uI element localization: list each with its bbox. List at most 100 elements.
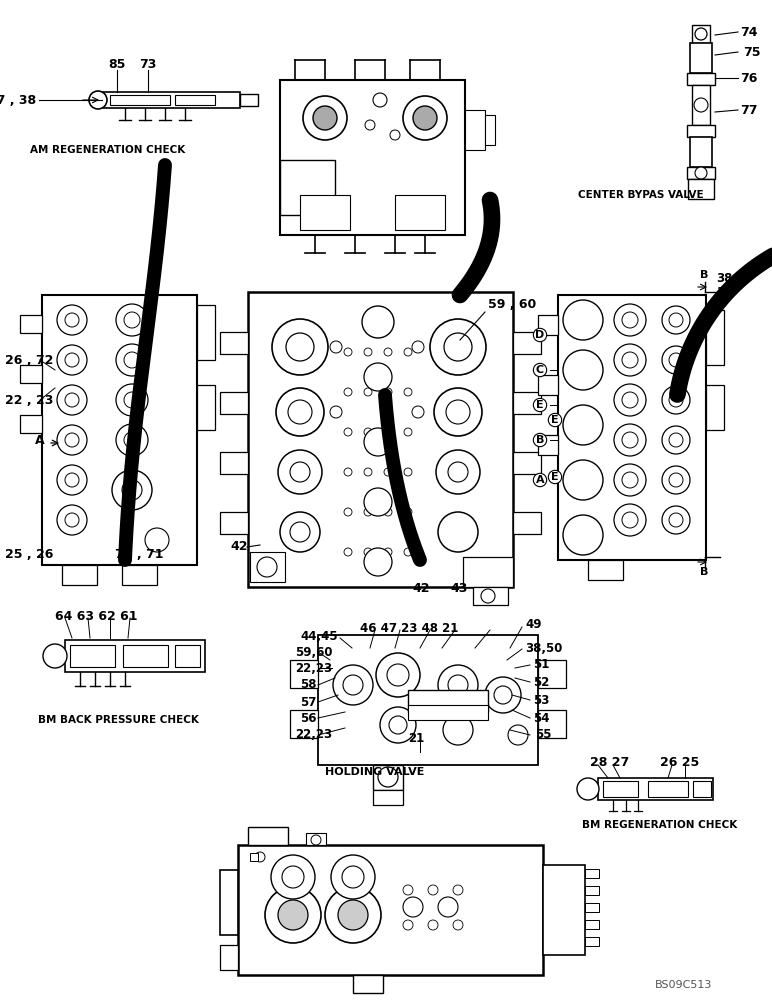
Circle shape bbox=[57, 305, 87, 335]
Bar bbox=[585, 886, 599, 895]
Bar bbox=[20, 415, 42, 433]
Circle shape bbox=[438, 512, 478, 552]
Circle shape bbox=[57, 465, 87, 495]
Circle shape bbox=[330, 341, 342, 353]
Bar bbox=[463, 557, 513, 587]
Circle shape bbox=[389, 716, 407, 734]
Text: 37 , 38: 37 , 38 bbox=[0, 94, 36, 106]
Text: 51: 51 bbox=[533, 658, 550, 672]
Circle shape bbox=[116, 424, 148, 456]
Text: BM REGENERATION CHECK: BM REGENERATION CHECK bbox=[582, 820, 737, 830]
Circle shape bbox=[614, 384, 646, 416]
Bar bbox=[248, 827, 288, 845]
Bar bbox=[70, 645, 115, 667]
Text: 38,50: 38,50 bbox=[525, 642, 562, 654]
Text: 57: 57 bbox=[300, 696, 317, 708]
Circle shape bbox=[286, 333, 314, 361]
Circle shape bbox=[662, 426, 690, 454]
Bar bbox=[585, 937, 599, 946]
Bar bbox=[290, 710, 318, 738]
Bar bbox=[693, 781, 711, 797]
Bar bbox=[300, 195, 350, 230]
Circle shape bbox=[272, 319, 328, 375]
Bar bbox=[648, 781, 688, 797]
Circle shape bbox=[448, 675, 468, 695]
Bar bbox=[692, 85, 710, 125]
Circle shape bbox=[434, 388, 482, 436]
Circle shape bbox=[404, 428, 412, 436]
Circle shape bbox=[448, 462, 468, 482]
Text: 49: 49 bbox=[525, 618, 541, 632]
Bar bbox=[197, 305, 215, 360]
Bar bbox=[692, 25, 710, 43]
Circle shape bbox=[43, 644, 67, 668]
Bar bbox=[290, 660, 318, 688]
Bar bbox=[122, 565, 157, 585]
Circle shape bbox=[694, 98, 708, 112]
Circle shape bbox=[278, 450, 322, 494]
Bar bbox=[175, 645, 200, 667]
Bar bbox=[588, 560, 623, 580]
Bar bbox=[20, 315, 42, 333]
Circle shape bbox=[403, 897, 423, 917]
Circle shape bbox=[116, 344, 148, 376]
Bar bbox=[306, 833, 326, 845]
Bar bbox=[688, 179, 714, 199]
Circle shape bbox=[290, 462, 310, 482]
Bar bbox=[706, 310, 724, 365]
Circle shape bbox=[444, 333, 472, 361]
Circle shape bbox=[413, 106, 437, 130]
Text: 46 47 23 48 21: 46 47 23 48 21 bbox=[360, 621, 459, 635]
Bar bbox=[603, 781, 638, 797]
Bar bbox=[558, 295, 706, 560]
Text: B: B bbox=[700, 567, 709, 577]
Text: C: C bbox=[536, 365, 544, 375]
Bar bbox=[250, 853, 258, 861]
Circle shape bbox=[313, 106, 337, 130]
Bar bbox=[585, 903, 599, 912]
Circle shape bbox=[364, 428, 392, 456]
Circle shape bbox=[124, 432, 140, 448]
Circle shape bbox=[622, 432, 638, 448]
Bar bbox=[280, 160, 335, 215]
Text: 28 27: 28 27 bbox=[590, 756, 629, 768]
Circle shape bbox=[364, 508, 372, 516]
Circle shape bbox=[365, 120, 375, 130]
Circle shape bbox=[563, 300, 603, 340]
Circle shape bbox=[384, 548, 392, 556]
Circle shape bbox=[344, 508, 352, 516]
Text: BS09C513: BS09C513 bbox=[655, 980, 713, 990]
Text: A: A bbox=[536, 475, 544, 485]
Bar bbox=[175, 95, 215, 105]
Circle shape bbox=[404, 508, 412, 516]
Circle shape bbox=[384, 428, 392, 436]
Circle shape bbox=[344, 388, 352, 396]
Circle shape bbox=[662, 506, 690, 534]
Circle shape bbox=[364, 348, 372, 356]
Circle shape bbox=[508, 725, 528, 745]
Text: A: A bbox=[35, 434, 45, 446]
Circle shape bbox=[65, 393, 79, 407]
Bar bbox=[220, 512, 248, 534]
Circle shape bbox=[404, 348, 412, 356]
Circle shape bbox=[288, 400, 312, 424]
Circle shape bbox=[662, 306, 690, 334]
Bar bbox=[687, 73, 715, 85]
Circle shape bbox=[563, 350, 603, 390]
Text: 70 , 71: 70 , 71 bbox=[115, 548, 164, 562]
Circle shape bbox=[57, 505, 87, 535]
Bar bbox=[220, 392, 248, 414]
Bar bbox=[485, 115, 495, 145]
Bar bbox=[513, 392, 541, 414]
Bar bbox=[538, 375, 558, 395]
Circle shape bbox=[380, 707, 416, 743]
Bar bbox=[395, 195, 445, 230]
Bar bbox=[408, 705, 488, 720]
Text: 26 25: 26 25 bbox=[660, 756, 699, 768]
Bar bbox=[62, 565, 97, 585]
Circle shape bbox=[614, 304, 646, 336]
Circle shape bbox=[438, 897, 458, 917]
Bar bbox=[513, 452, 541, 474]
Bar bbox=[465, 110, 485, 150]
Bar bbox=[585, 920, 599, 929]
